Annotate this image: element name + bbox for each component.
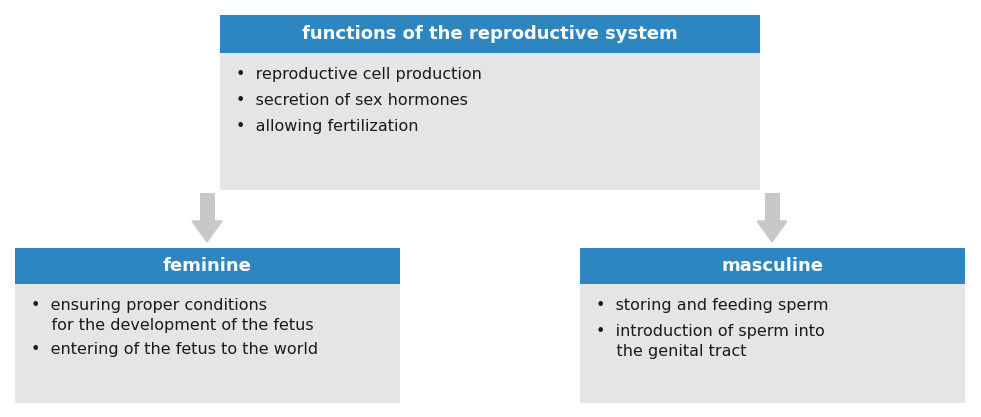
FancyBboxPatch shape bbox=[764, 193, 780, 221]
FancyBboxPatch shape bbox=[15, 248, 400, 403]
Text: •  ensuring proper conditions
    for the development of the fetus: • ensuring proper conditions for the dev… bbox=[31, 298, 314, 334]
Text: •  storing and feeding sperm: • storing and feeding sperm bbox=[596, 298, 829, 313]
Text: •  secretion of sex hormones: • secretion of sex hormones bbox=[236, 93, 468, 108]
FancyBboxPatch shape bbox=[580, 248, 965, 403]
FancyBboxPatch shape bbox=[220, 15, 760, 190]
FancyBboxPatch shape bbox=[15, 248, 400, 284]
Text: •  allowing fertilization: • allowing fertilization bbox=[236, 119, 419, 134]
Text: functions of the reproductive system: functions of the reproductive system bbox=[302, 25, 678, 43]
FancyBboxPatch shape bbox=[199, 193, 215, 221]
Text: •  entering of the fetus to the world: • entering of the fetus to the world bbox=[31, 342, 318, 357]
Polygon shape bbox=[757, 221, 787, 242]
Text: feminine: feminine bbox=[163, 257, 252, 275]
Text: •  introduction of sperm into
    the genital tract: • introduction of sperm into the genital… bbox=[596, 324, 825, 359]
FancyBboxPatch shape bbox=[220, 15, 760, 53]
Text: masculine: masculine bbox=[721, 257, 823, 275]
Polygon shape bbox=[192, 221, 222, 242]
Text: •  reproductive cell production: • reproductive cell production bbox=[236, 67, 482, 82]
FancyBboxPatch shape bbox=[580, 248, 965, 284]
